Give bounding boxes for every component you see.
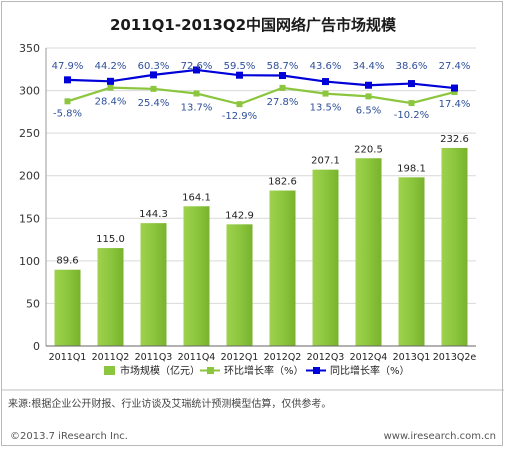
bar-value-label: 164.1 bbox=[182, 192, 211, 203]
bar bbox=[355, 158, 382, 346]
y-axis: 0 50 100 150 200 250 300 350 bbox=[19, 42, 47, 353]
x-tick-label: 2012Q3 bbox=[307, 352, 345, 363]
y-tick-label: 250 bbox=[19, 127, 40, 140]
bar bbox=[441, 147, 468, 346]
yoy-label: 44.2% bbox=[95, 61, 127, 72]
mom-growth-point bbox=[64, 98, 71, 105]
chart-title: 2011Q1-2013Q2中国网络广告市场规模 bbox=[110, 16, 397, 34]
mom-label: 25.4% bbox=[138, 98, 170, 109]
lines bbox=[64, 66, 458, 108]
x-axis: 2011Q1 2011Q2 2011Q3 2011Q4 2012Q1 2012Q2 2012… bbox=[46, 345, 477, 363]
bar bbox=[398, 177, 425, 346]
yoy-growth-point bbox=[236, 71, 243, 79]
legend-swatch bbox=[104, 366, 115, 375]
mom-label: 27.8% bbox=[267, 97, 299, 108]
yoy-growth-point bbox=[451, 84, 458, 92]
website: www.iresearch.com.cn bbox=[384, 431, 496, 442]
mom-label: 17.4% bbox=[439, 99, 471, 110]
bar bbox=[226, 224, 253, 346]
mom-growth-point bbox=[279, 84, 286, 91]
x-tick-label: 2013Q1 bbox=[393, 352, 431, 363]
yoy-label: 60.3% bbox=[138, 61, 170, 72]
mom-label: 6.5% bbox=[356, 105, 381, 116]
bar bbox=[269, 190, 296, 346]
bar-value-label: 144.3 bbox=[139, 209, 168, 220]
bar bbox=[97, 248, 124, 346]
data-labels: 89.6 115.0 144.3 164.1 142.9 182.6 207.1 220.5 1… bbox=[52, 61, 471, 267]
yoy-label: 58.7% bbox=[267, 61, 299, 72]
legend-marker bbox=[207, 367, 214, 374]
yoy-label: 72.6% bbox=[181, 61, 213, 72]
yoy-label: 59.5% bbox=[224, 61, 256, 72]
bar-value-label: 232.6 bbox=[440, 134, 469, 145]
bar bbox=[140, 223, 167, 346]
bar-value-label: 207.1 bbox=[311, 156, 340, 167]
mom-growth-point bbox=[322, 90, 329, 97]
mom-growth-line bbox=[67, 86, 455, 106]
mom-label: 13.5% bbox=[310, 103, 342, 114]
legend-label: 环比增长率（%） bbox=[224, 364, 304, 377]
bar-value-label: 198.1 bbox=[397, 163, 426, 174]
yoy-growth-point bbox=[408, 80, 415, 88]
legend-marker bbox=[313, 367, 320, 374]
y-tick-label: 150 bbox=[19, 212, 40, 225]
yoy-growth-point bbox=[150, 71, 157, 79]
mom-growth-point bbox=[451, 89, 458, 96]
yoy-growth-point bbox=[107, 77, 114, 85]
mom-growth-point bbox=[408, 100, 415, 107]
mom-growth-point bbox=[193, 90, 200, 97]
y-tick-label: 350 bbox=[19, 42, 40, 55]
mom-growth-point bbox=[107, 84, 114, 91]
x-tick-label: 2011Q4 bbox=[178, 352, 216, 363]
chart-frame: 2011Q1-2013Q2中国网络广告市场规模 0 50 100 150 200 250 3… bbox=[1, 1, 504, 446]
x-tick-label: 2011Q3 bbox=[135, 352, 173, 363]
x-tick-label: 2013Q2e bbox=[433, 352, 477, 363]
yoy-growth-line bbox=[67, 68, 455, 90]
x-tick-label: 2011Q2 bbox=[92, 352, 130, 363]
copyright: ©2013.7 iResearch Inc. bbox=[10, 431, 128, 442]
yoy-growth-point bbox=[279, 72, 286, 80]
yoy-label: 34.4% bbox=[353, 61, 385, 72]
x-tick-label: 2012Q4 bbox=[350, 352, 388, 363]
mom-label: 28.4% bbox=[95, 97, 127, 108]
mom-growth-point bbox=[236, 101, 243, 108]
y-tick-label: 300 bbox=[19, 85, 40, 98]
yoy-label: 38.6% bbox=[396, 61, 428, 72]
mom-label: -12.9% bbox=[222, 111, 257, 122]
chart-canvas: 2011Q1-2013Q2中国网络广告市场规模 0 50 100 150 200 250 3… bbox=[2, 16, 504, 442]
y-tick-label: 100 bbox=[19, 255, 40, 268]
yoy-label: 47.9% bbox=[52, 61, 84, 72]
y-tick-label: 0 bbox=[33, 340, 40, 353]
yoy-growth-point bbox=[193, 66, 200, 74]
y-tick-label: 200 bbox=[19, 170, 40, 183]
bar bbox=[312, 169, 339, 346]
x-tick-label: 2012Q2 bbox=[264, 352, 302, 363]
legend: 市场规模（亿元） 环比增长率（%） 同比增长率（%） bbox=[104, 364, 410, 377]
bar-value-label: 142.9 bbox=[225, 210, 254, 221]
bar-value-label: 89.6 bbox=[56, 256, 78, 267]
yoy-growth-point bbox=[365, 81, 372, 89]
bar-value-label: 115.0 bbox=[96, 234, 125, 245]
yoy-growth-point bbox=[64, 76, 71, 84]
yoy-label: 43.6% bbox=[310, 61, 342, 72]
source-note: 来源:根据企业公开财报、行业访谈及艾瑞统计预测模型估算，仅供参考。 bbox=[8, 397, 331, 410]
mom-label: 13.7% bbox=[181, 103, 213, 114]
mom-growth-point bbox=[365, 93, 372, 100]
yoy-growth-point bbox=[322, 78, 329, 86]
mom-label: -5.8% bbox=[53, 108, 82, 119]
x-tick-label: 2012Q1 bbox=[221, 352, 259, 363]
legend-label: 同比增长率（%） bbox=[330, 364, 410, 377]
bars bbox=[54, 147, 468, 346]
yoy-label: 27.4% bbox=[439, 61, 471, 72]
bar bbox=[183, 206, 210, 346]
bar-value-label: 220.5 bbox=[354, 144, 383, 155]
bar-value-label: 182.6 bbox=[268, 177, 297, 188]
mom-growth-point bbox=[150, 85, 157, 92]
y-tick-label: 50 bbox=[26, 297, 40, 310]
legend-label: 市场规模（亿元） bbox=[120, 364, 200, 377]
mom-label: -10.2% bbox=[394, 110, 429, 121]
x-tick-label: 2011Q1 bbox=[49, 352, 87, 363]
bar bbox=[54, 269, 81, 346]
